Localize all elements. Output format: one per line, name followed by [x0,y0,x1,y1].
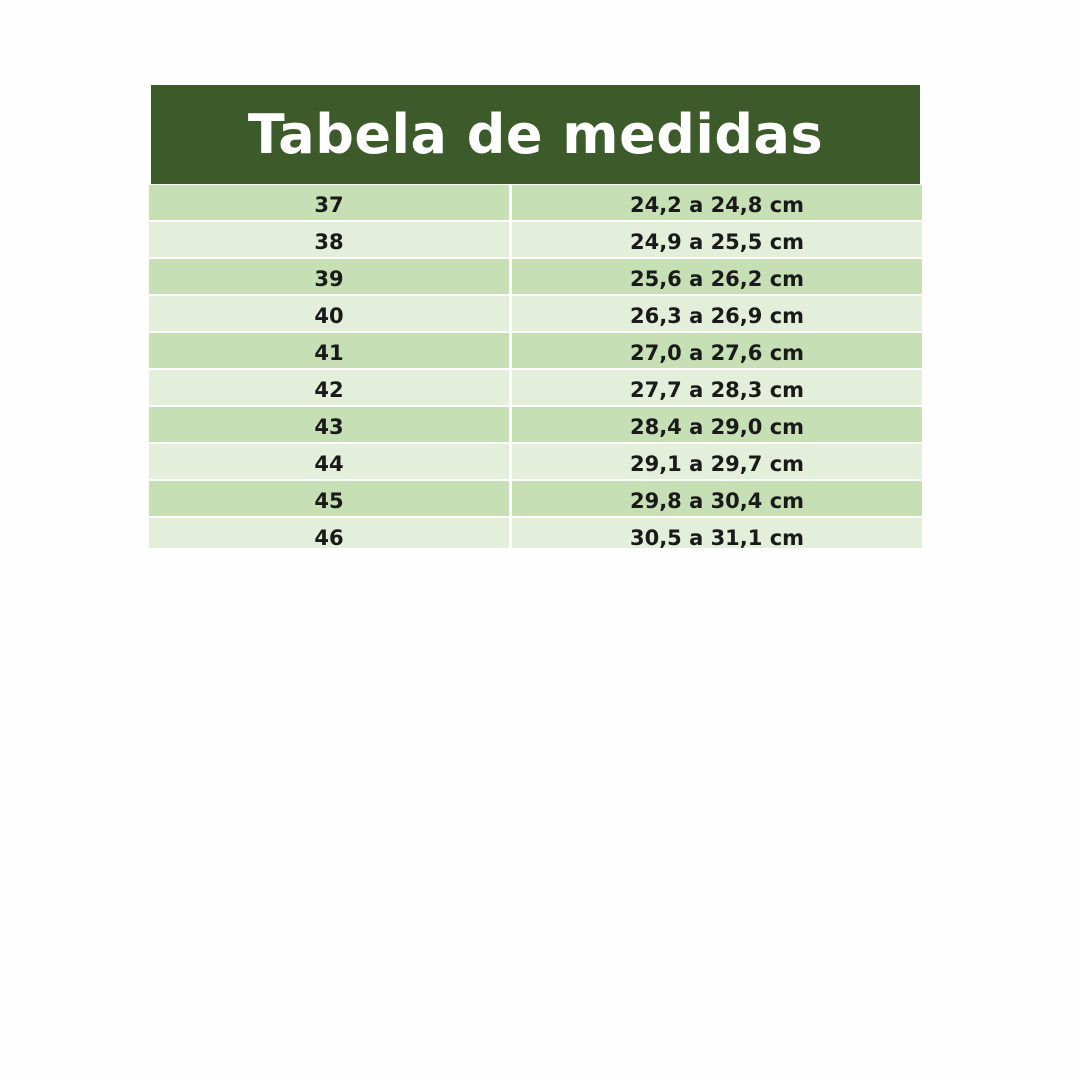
size-cell: 43 [149,407,509,442]
measure-cell: 29,8 a 30,4 cm [512,481,922,516]
measure-cell: 24,2 a 24,8 cm [512,185,922,220]
table-row: 46 30,5 a 31,1 cm [149,518,922,548]
size-cell: 37 [149,185,509,220]
table-row: 40 26,3 a 26,9 cm [149,296,922,331]
measure-cell: 29,1 a 29,7 cm [512,444,922,479]
measure-cell: 24,9 a 25,5 cm [512,222,922,257]
table-row: 44 29,1 a 29,7 cm [149,444,922,479]
size-cell: 38 [149,222,509,257]
measure-cell: 26,3 a 26,9 cm [512,296,922,331]
size-cell: 44 [149,444,509,479]
table-title: Tabela de medidas [151,85,920,184]
measure-cell: 28,4 a 29,0 cm [512,407,922,442]
size-cell: 40 [149,296,509,331]
table-row: 38 24,9 a 25,5 cm [149,222,922,257]
size-cell: 39 [149,259,509,294]
size-cell: 46 [149,518,509,548]
table-row: 45 29,8 a 30,4 cm [149,481,922,516]
size-cell: 42 [149,370,509,405]
table-row: 37 24,2 a 24,8 cm [149,185,922,220]
size-cell: 41 [149,333,509,368]
measure-cell: 30,5 a 31,1 cm [512,518,922,548]
table-row: 42 27,7 a 28,3 cm [149,370,922,405]
table-row: 43 28,4 a 29,0 cm [149,407,922,442]
measure-cell: 27,7 a 28,3 cm [512,370,922,405]
measure-cell: 27,0 a 27,6 cm [512,333,922,368]
size-cell: 45 [149,481,509,516]
measure-cell: 25,6 a 26,2 cm [512,259,922,294]
table-row: 41 27,0 a 27,6 cm [149,333,922,368]
table-row: 39 25,6 a 26,2 cm [149,259,922,294]
size-table: 37 24,2 a 24,8 cm 38 24,9 a 25,5 cm 39 25,6 a… [149,185,922,548]
